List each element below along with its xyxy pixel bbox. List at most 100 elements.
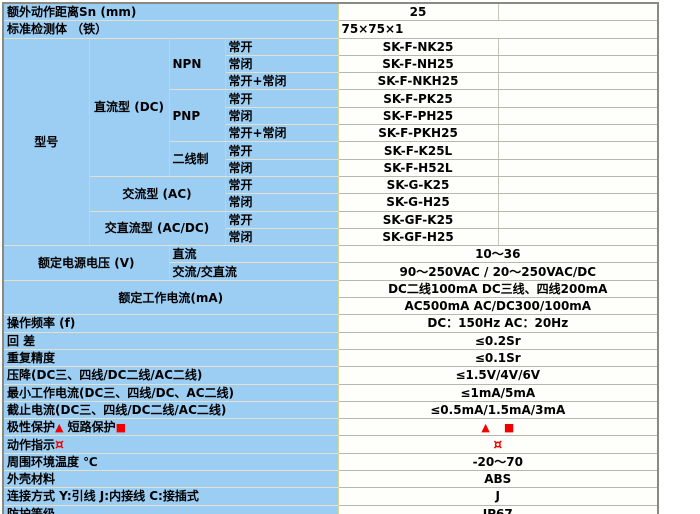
red-square-icon: ■ bbox=[115, 421, 127, 435]
mode-label: 常开 bbox=[224, 141, 339, 160]
empty-cell bbox=[497, 89, 659, 108]
model-number: SK-F-H52L bbox=[337, 158, 499, 177]
model-number: SK-GF-H25 bbox=[337, 227, 499, 247]
row-label: 截止电流(DC三、四线/DC二线/AC二线) bbox=[2, 400, 339, 420]
red-triangle-icon: ▲ bbox=[481, 421, 490, 435]
row-value: 25 bbox=[337, 2, 499, 22]
table-row: 型号 直流型 (DC) NPN 常开 SK-F-NK25 bbox=[2, 37, 659, 247]
row-value: ABS bbox=[337, 470, 659, 489]
table-row: 额外动作距离Sn (mm) 25 bbox=[2, 2, 659, 22]
row-label: 外壳材料 bbox=[2, 470, 339, 489]
empty-cell bbox=[497, 141, 659, 160]
empty-cell bbox=[497, 2, 659, 22]
row-value: -20～70 bbox=[337, 452, 659, 472]
current-dc-value: DC二线100mA DC三线、四线200mA bbox=[337, 279, 659, 299]
row-label: 压降(DC三、四线/DC二线/AC二线) bbox=[2, 366, 339, 385]
indicator-lamp-icon: ¤ bbox=[55, 436, 64, 453]
row-label: 操作频率 (f) bbox=[2, 314, 339, 333]
empty-cell bbox=[497, 158, 659, 177]
row-value: DC：150Hz AC：20Hz bbox=[337, 314, 659, 333]
empty-cell bbox=[497, 124, 659, 143]
mode-label: 常闭 bbox=[224, 54, 339, 74]
model-number: SK-F-PK25 bbox=[337, 89, 499, 108]
row-label: 最小工作电流(DC三、四线/DC、AC二线) bbox=[2, 383, 339, 402]
row-value: IP67 bbox=[337, 504, 659, 514]
table-row: 最小工作电流(DC三、四线/DC、AC二线) ≤1mA/5mA bbox=[2, 383, 659, 402]
table-row: 截止电流(DC三、四线/DC二线/AC二线) ≤0.5mA/1.5mA/3mA bbox=[2, 400, 659, 420]
table-row: 常闭 SK-F-NH25 bbox=[3, 54, 659, 74]
empty-cell bbox=[497, 193, 659, 212]
table-row: 回 差 ≤0.2Sr bbox=[2, 331, 659, 350]
ac-type-label: 交流型 (AC) bbox=[88, 175, 226, 212]
protection-value: ▲ ■ bbox=[337, 418, 659, 437]
mode-label: 常开 bbox=[224, 89, 339, 108]
mode-label: 常开 bbox=[224, 210, 339, 229]
current-ac-value: AC500mA AC/DC300/100mA bbox=[337, 297, 659, 316]
mode-label: 常闭 bbox=[224, 227, 339, 247]
row-label: 标准检测体 （铁） bbox=[2, 20, 339, 39]
voltage-label: 额定电源电压 (V) bbox=[2, 245, 170, 281]
table-row: 额定电源电压 (V) 直流 10～36 bbox=[2, 245, 659, 281]
model-number: SK-F-NKH25 bbox=[337, 72, 499, 91]
mode-label: 常开+常闭 bbox=[224, 72, 339, 91]
polarity-protection-text: 极性保护 bbox=[7, 420, 56, 435]
red-triangle-icon: ▲ bbox=[55, 421, 64, 435]
table-row: 常开+常闭 SK-F-PKH25 bbox=[3, 124, 659, 143]
empty-cell bbox=[497, 72, 659, 91]
model-header: 型号 bbox=[2, 37, 90, 247]
mode-label: 常开+常闭 bbox=[224, 124, 339, 143]
dc-type-label: 直流型 (DC) bbox=[88, 37, 170, 177]
mode-label: 常闭 bbox=[224, 158, 339, 177]
model-number: SK-G-H25 bbox=[337, 193, 499, 212]
model-number: SK-F-K25L bbox=[337, 141, 499, 160]
table-row: 重复精度 ≤0.1Sr bbox=[2, 348, 659, 368]
model-number: SK-F-PH25 bbox=[337, 106, 499, 126]
table-row: 动作指示¤ ¤ bbox=[2, 435, 659, 454]
two-wire-label: 二线制 bbox=[168, 141, 226, 177]
table-row: 交流型 (AC) 常开 SK-G-K25 bbox=[3, 175, 659, 212]
indicator-label: 动作指示¤ bbox=[2, 435, 339, 454]
table-row: 连接方式 Y:引线 J:内接线 C:接插式 J bbox=[2, 487, 659, 506]
table-row: 常闭 SK-G-H25 bbox=[3, 193, 659, 212]
indicator-lamp-icon: ¤ bbox=[493, 436, 503, 453]
model-number: SK-F-PKH25 bbox=[337, 124, 499, 143]
row-value: ≤0.5mA/1.5mA/3mA bbox=[337, 400, 659, 420]
indicator-value: ¤ bbox=[337, 435, 659, 454]
short-protection-text: 短路保护 bbox=[63, 420, 116, 435]
table-row: 压降(DC三、四线/DC二线/AC二线) ≤1.5V/4V/6V bbox=[2, 366, 659, 385]
protection-label: 极性保护▲ 短路保护■ bbox=[2, 418, 339, 437]
table-row: 防护等级 IP67 bbox=[2, 504, 659, 514]
table-row: 周围环境温度 ℃ -20～70 bbox=[2, 452, 659, 472]
table-row: 标准检测体 （铁） 75×75×1 bbox=[2, 20, 659, 39]
voltage-ac-value: 90～250VAC / 20～250VAC/DC bbox=[337, 262, 659, 281]
table-row: 常闭 SK-F-H52L bbox=[3, 158, 659, 177]
empty-cell bbox=[497, 37, 659, 56]
red-square-icon: ■ bbox=[503, 421, 515, 435]
model-number: SK-F-NH25 bbox=[337, 54, 499, 74]
voltage-ac-label: 交流/交直流 bbox=[168, 262, 339, 281]
table-row: 常开+常闭 SK-F-NKH25 bbox=[3, 72, 659, 91]
row-value: J bbox=[337, 487, 659, 506]
mode-label: 常闭 bbox=[224, 106, 339, 126]
mode-label: 常闭 bbox=[224, 193, 339, 212]
pnp-label: PNP bbox=[168, 89, 226, 143]
row-label: 防护等级 bbox=[2, 504, 339, 514]
empty-cell bbox=[497, 210, 659, 229]
row-label: 重复精度 bbox=[2, 348, 339, 368]
current-label: 额定工作电流(mA) bbox=[2, 279, 339, 316]
empty-cell bbox=[497, 54, 659, 74]
table-row: 常闭 SK-F-PH25 bbox=[3, 106, 659, 126]
empty-cell bbox=[497, 106, 659, 126]
table-row: 交直流型 (AC/DC) 常开 SK-GF-K25 bbox=[3, 210, 659, 247]
row-label: 周围环境温度 ℃ bbox=[2, 452, 339, 472]
row-label: 连接方式 Y:引线 J:内接线 C:接插式 bbox=[2, 487, 339, 506]
mode-label: 常开 bbox=[224, 175, 339, 195]
model-number: SK-GF-K25 bbox=[337, 210, 499, 229]
model-number: SK-G-K25 bbox=[337, 175, 499, 195]
npn-label: NPN bbox=[168, 37, 226, 91]
row-value: ≤1.5V/4V/6V bbox=[337, 366, 659, 385]
table-row: 外壳材料 ABS bbox=[2, 470, 659, 489]
empty-cell bbox=[497, 227, 659, 247]
table-row: 操作频率 (f) DC：150Hz AC：20Hz bbox=[2, 314, 659, 333]
model-number: SK-F-NK25 bbox=[337, 37, 499, 56]
